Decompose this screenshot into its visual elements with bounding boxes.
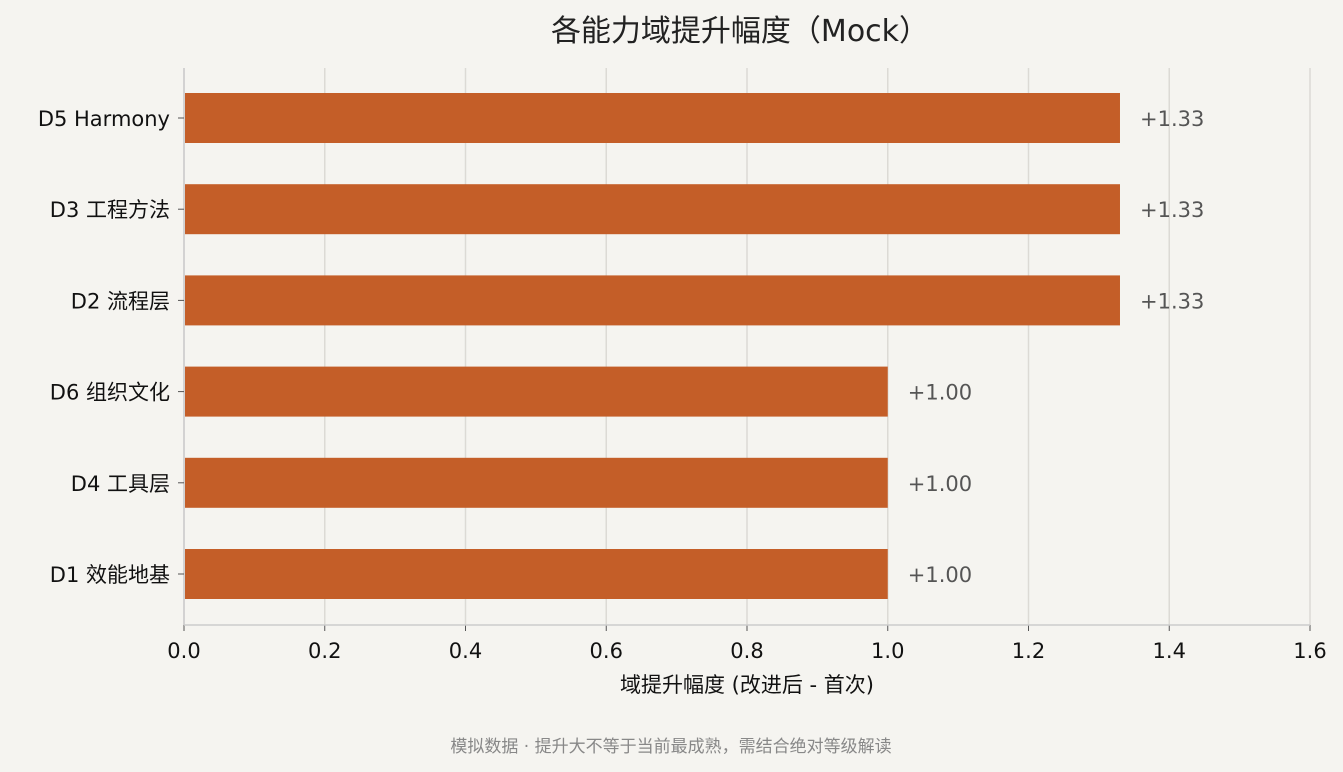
value-label: +1.33 bbox=[1140, 107, 1204, 131]
category-labels: D5 Harmony D3 工程方法 D2 流程层 D6 组织文化 D4 工具层 D1 效… bbox=[38, 107, 170, 587]
category-label: D6 组织文化 bbox=[50, 381, 170, 405]
value-label: +1.00 bbox=[908, 472, 972, 496]
bar bbox=[185, 366, 888, 417]
gridlines bbox=[183, 68, 1311, 625]
bar bbox=[185, 457, 888, 508]
x-tick-label: 0.2 bbox=[308, 639, 341, 663]
x-tick-label: 1.4 bbox=[1153, 639, 1186, 663]
value-label: +1.00 bbox=[908, 381, 972, 405]
category-label: D3 工程方法 bbox=[50, 198, 170, 222]
x-tick-label: 1.0 bbox=[871, 639, 904, 663]
bars bbox=[185, 93, 1120, 599]
x-tick-label: 0.4 bbox=[449, 639, 482, 663]
x-tick-label: 1.2 bbox=[1012, 639, 1045, 663]
x-tick-label: 0.8 bbox=[730, 639, 763, 663]
value-label: +1.33 bbox=[1140, 289, 1204, 313]
value-labels: +1.33 +1.33 +1.33 +1.00 +1.00 +1.00 bbox=[908, 107, 1205, 587]
bar bbox=[185, 93, 1120, 143]
category-label: D1 效能地基 bbox=[50, 563, 170, 587]
x-tick-label: 0.6 bbox=[590, 639, 623, 663]
footnote: 模拟数据 · 提升大不等于当前最成熟，需结合绝对等级解读 bbox=[450, 736, 891, 757]
x-tick-label: 0.0 bbox=[167, 639, 200, 663]
x-tick-label: 1.6 bbox=[1293, 639, 1326, 663]
x-axis-label: 域提升幅度 (改进后 - 首次) bbox=[620, 673, 874, 697]
category-label: D4 工具层 bbox=[71, 472, 170, 496]
x-tick-labels: 0.0 0.2 0.4 0.6 0.8 1.0 1.2 1.4 1.6 bbox=[167, 639, 1326, 663]
chart-title: 各能力域提升幅度（Mock） bbox=[551, 14, 929, 49]
category-label: D5 Harmony bbox=[38, 107, 170, 131]
bar bbox=[185, 275, 1120, 326]
value-label: +1.33 bbox=[1140, 198, 1204, 222]
bar bbox=[185, 549, 888, 599]
axes bbox=[178, 68, 1311, 631]
category-label: D2 流程层 bbox=[71, 289, 170, 313]
bar bbox=[185, 184, 1120, 235]
value-label: +1.00 bbox=[908, 563, 972, 587]
